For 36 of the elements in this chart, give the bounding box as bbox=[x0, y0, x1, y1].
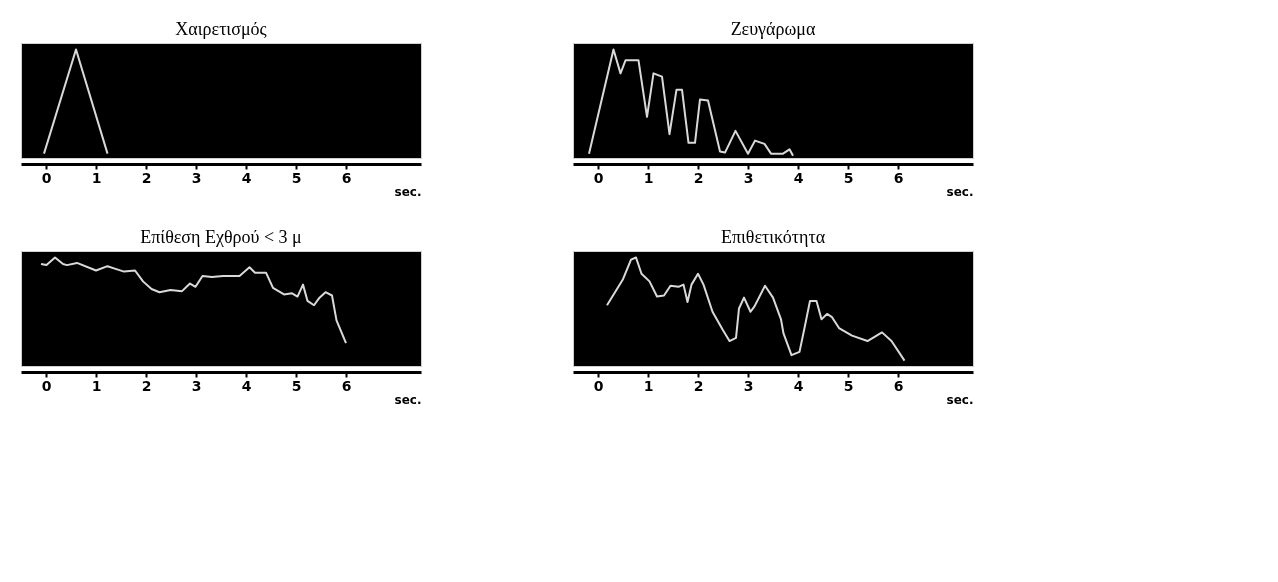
x-tick-label: 5 bbox=[843, 169, 854, 186]
x-tick-label: 6 bbox=[341, 169, 352, 186]
x-axis-title: sec. bbox=[946, 184, 974, 199]
chart-title: Επιθετικότητα bbox=[720, 227, 826, 247]
x-tick-label: 5 bbox=[291, 377, 302, 394]
x-tick-label: 1 bbox=[643, 169, 654, 186]
x-axis-title: sec. bbox=[394, 392, 422, 407]
x-tick-label: 2 bbox=[141, 169, 152, 186]
x-tick-label: 2 bbox=[693, 169, 704, 186]
x-tick-label: 1 bbox=[91, 377, 102, 394]
x-tick-label: 0 bbox=[41, 377, 52, 394]
chart-title: Επίθεση Εχθρού < 3 μ bbox=[140, 227, 302, 247]
x-tick-label: 3 bbox=[191, 169, 202, 186]
x-tick-label: 5 bbox=[843, 377, 854, 394]
x-tick-label: 3 bbox=[743, 169, 754, 186]
x-tick-label: 0 bbox=[41, 169, 52, 186]
chart-title: Ζευγάρωμα bbox=[730, 19, 816, 39]
x-tick-label: 2 bbox=[141, 377, 152, 394]
x-tick-label: 1 bbox=[91, 169, 102, 186]
x-tick-label: 4 bbox=[793, 169, 804, 186]
x-tick-label: 1 bbox=[643, 377, 654, 394]
x-tick-label: 4 bbox=[241, 377, 252, 394]
x-axis-title: sec. bbox=[394, 184, 422, 199]
x-tick-label: 0 bbox=[593, 377, 604, 394]
x-tick-label: 3 bbox=[743, 377, 754, 394]
x-axis-title: sec. bbox=[946, 392, 974, 407]
x-tick-label: 2 bbox=[693, 377, 704, 394]
chart-title: Χαιρετισμός bbox=[175, 19, 267, 39]
x-tick-label: 3 bbox=[191, 377, 202, 394]
x-tick-label: 4 bbox=[793, 377, 804, 394]
x-tick-label: 5 bbox=[291, 169, 302, 186]
x-tick-label: 6 bbox=[893, 169, 904, 186]
x-tick-label: 6 bbox=[893, 377, 904, 394]
x-tick-label: 4 bbox=[241, 169, 252, 186]
x-tick-label: 6 bbox=[341, 377, 352, 394]
x-tick-label: 0 bbox=[593, 169, 604, 186]
